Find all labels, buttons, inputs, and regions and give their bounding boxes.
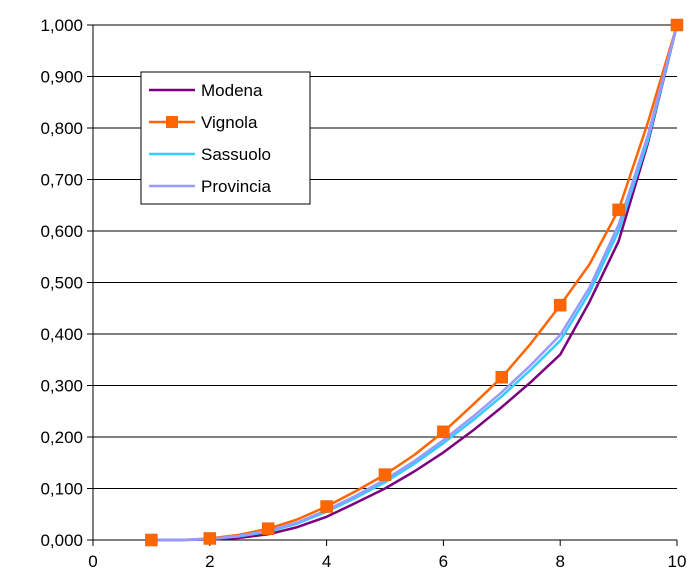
x-tick-label: 2 <box>205 552 214 571</box>
series-markers <box>145 18 684 547</box>
y-tick-label: 0,100 <box>40 480 83 499</box>
y-tick-label: 0,500 <box>40 274 83 293</box>
y-tick-label: 0,400 <box>40 325 83 344</box>
y-tick-label: 0,600 <box>40 222 83 241</box>
data-point-vignola <box>320 500 333 513</box>
legend-label-sassuolo: Sassuolo <box>201 145 271 164</box>
legend-label-vignola: Vignola <box>201 113 258 132</box>
x-tick-labels: 0 2 4 6 8 10 <box>88 552 686 571</box>
y-tick-label: 1,000 <box>40 16 83 35</box>
data-point-vignola <box>145 533 158 547</box>
data-point-vignola <box>437 425 450 439</box>
data-point-vignola <box>378 468 392 481</box>
y-tick-label: 0,900 <box>40 68 83 87</box>
legend: Modena Vignola Sassuolo Provincia <box>140 71 311 205</box>
y-tick-label: 0,700 <box>40 171 83 190</box>
legend-box <box>140 71 311 205</box>
series-line-modena <box>151 24 679 542</box>
data-point-vignola <box>495 371 509 384</box>
y-tick-label: 0,300 <box>40 377 83 396</box>
y-tick-label: 0,800 <box>40 119 83 138</box>
data-point-vignola <box>670 18 684 32</box>
data-point-vignola <box>261 522 275 535</box>
x-tick-label: 10 <box>668 552 687 571</box>
series-lines <box>151 24 679 542</box>
legend-label-modena: Modena <box>201 81 263 100</box>
data-point-vignola <box>553 298 567 312</box>
x-tick-label: 0 <box>88 552 97 571</box>
y-tick-label: 0,200 <box>40 428 83 447</box>
series-line-provincia <box>151 24 679 542</box>
data-point-vignola <box>612 203 625 217</box>
legend-label-provincia: Provincia <box>201 177 271 196</box>
x-tick-label: 6 <box>439 552 448 571</box>
x-tick-label: 4 <box>322 552 331 571</box>
data-point-vignola <box>203 532 217 545</box>
legend-marker-vignola <box>166 116 178 128</box>
gridlines <box>93 24 677 541</box>
x-tick-label: 8 <box>555 552 564 571</box>
y-tick-labels: 0,000 0,100 0,200 0,300 0,400 0,500 0,600 0,700… <box>40 16 83 550</box>
y-tick-label: 0,000 <box>40 531 83 550</box>
